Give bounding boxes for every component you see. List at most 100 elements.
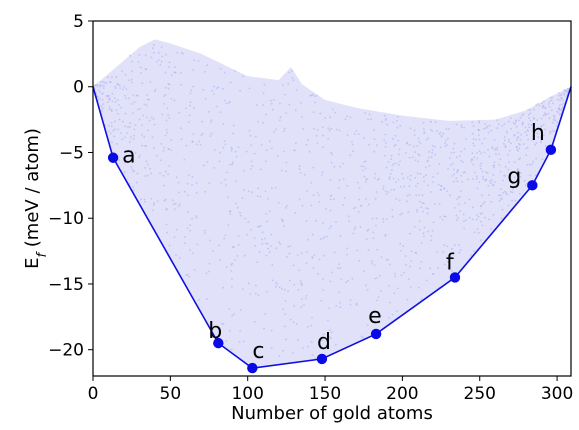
cloud-point <box>229 163 232 166</box>
cloud-point <box>391 209 394 211</box>
cloud-point <box>478 120 481 123</box>
cloud-point <box>112 129 115 132</box>
cloud-point <box>536 103 539 105</box>
cloud-point <box>554 119 557 122</box>
cloud-point <box>268 251 271 253</box>
cloud-point <box>505 130 508 133</box>
cloud-point <box>189 249 192 252</box>
cloud-point <box>385 218 388 221</box>
cloud-point <box>422 232 425 235</box>
cloud-point <box>482 177 485 180</box>
cloud-point <box>236 206 239 209</box>
cloud-point <box>404 255 407 257</box>
cloud-point <box>193 59 195 61</box>
cloud-point <box>417 153 420 156</box>
cloud-point <box>248 87 251 90</box>
cloud-point <box>362 169 365 172</box>
cloud-point <box>384 235 387 237</box>
cloud-point <box>152 51 155 54</box>
cloud-point <box>524 184 527 187</box>
cloud-point <box>124 171 126 174</box>
cloud-point <box>388 177 391 180</box>
cloud-point <box>443 187 446 190</box>
cloud-point <box>318 194 321 197</box>
cloud-point <box>318 258 321 261</box>
cloud-point <box>427 184 429 187</box>
cloud-point <box>423 226 426 229</box>
cloud-point <box>285 112 287 114</box>
cloud-point <box>452 162 454 165</box>
cloud-point <box>438 163 441 166</box>
cloud-point <box>365 284 367 287</box>
cloud-point <box>559 99 561 101</box>
cloud-point <box>399 242 402 245</box>
cloud-point <box>317 128 319 131</box>
cloud-point <box>463 227 466 230</box>
cloud-point <box>151 136 154 139</box>
cloud-point <box>198 140 201 143</box>
cloud-point <box>329 209 332 212</box>
cloud-point <box>502 142 505 145</box>
y-tick-label: −15 <box>48 275 84 295</box>
cloud-point <box>185 107 187 110</box>
cloud-point <box>365 178 368 181</box>
cloud-point <box>453 142 456 145</box>
cloud-point <box>443 244 446 247</box>
cloud-point <box>360 205 363 207</box>
cloud-point <box>108 124 110 127</box>
cloud-point <box>399 185 402 188</box>
cloud-point <box>367 249 370 252</box>
cloud-point <box>529 112 532 115</box>
cloud-point <box>434 145 436 148</box>
cloud-point <box>462 213 465 216</box>
cloud-point <box>195 216 198 219</box>
cloud-point <box>503 123 506 125</box>
cloud-point <box>257 120 259 123</box>
cloud-point <box>275 281 277 284</box>
cloud-point <box>330 337 332 340</box>
cloud-point <box>393 272 396 275</box>
cloud-point <box>416 145 419 147</box>
cloud-point <box>371 217 374 220</box>
cloud-point <box>140 72 143 74</box>
cloud-point <box>147 129 150 132</box>
cloud-point <box>446 137 449 140</box>
cloud-point <box>455 177 458 180</box>
cloud-point <box>409 178 412 181</box>
cloud-point <box>287 83 290 85</box>
cloud-point <box>254 135 257 138</box>
cloud-point <box>438 202 441 205</box>
cloud-point <box>470 254 472 256</box>
cloud-point <box>146 116 149 119</box>
cloud-point <box>482 175 484 178</box>
cloud-point <box>162 150 165 152</box>
cloud-point <box>498 163 501 166</box>
cloud-point <box>462 161 464 163</box>
cloud-point <box>403 185 406 188</box>
cloud-point <box>418 194 420 196</box>
cloud-point <box>483 137 486 140</box>
cloud-point <box>371 315 374 318</box>
cloud-point <box>132 94 135 96</box>
cloud-point <box>400 274 403 277</box>
cloud-point <box>420 206 423 209</box>
cloud-point <box>325 208 327 210</box>
cloud-point <box>287 290 289 293</box>
cloud-point <box>515 146 518 149</box>
cloud-point <box>117 128 120 131</box>
cloud-point <box>301 298 303 300</box>
cloud-point <box>173 236 176 239</box>
cloud-point <box>471 218 474 221</box>
cloud-point <box>364 160 367 163</box>
cloud-point <box>326 347 328 350</box>
cloud-point <box>365 238 368 241</box>
cloud-point <box>177 181 180 184</box>
x-tick-label: 50 <box>160 384 182 404</box>
cloud-point <box>544 128 547 131</box>
cloud-point <box>381 120 384 123</box>
cloud-point <box>210 132 213 135</box>
cloud-point <box>322 254 325 257</box>
cloud-point <box>394 143 397 146</box>
cloud-point <box>138 156 141 159</box>
cloud-point <box>471 121 474 124</box>
